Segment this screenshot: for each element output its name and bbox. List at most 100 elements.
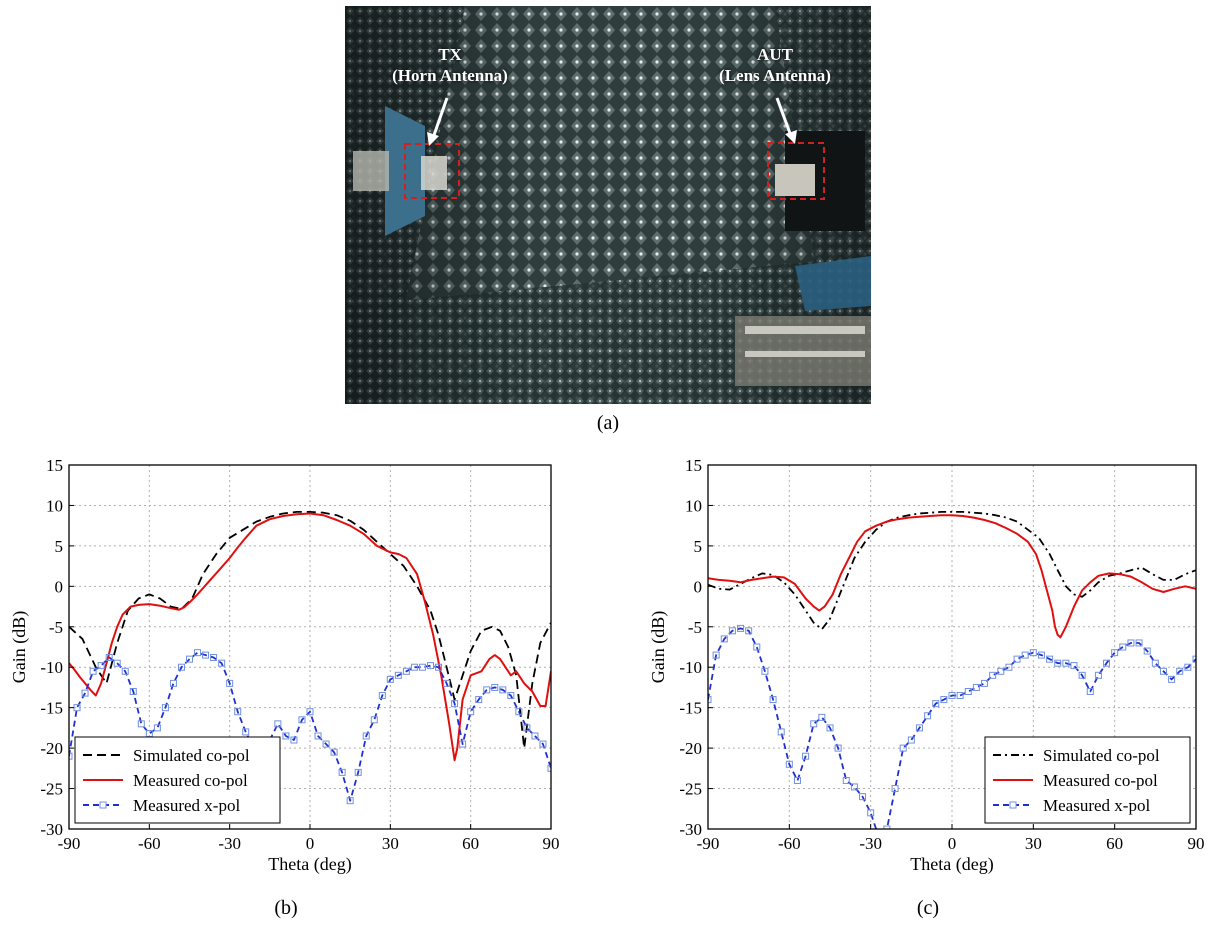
aut-highlight-box	[767, 142, 825, 200]
chart-b-series-2-point	[515, 708, 523, 716]
chart-b-xtick-label: -90	[58, 834, 81, 853]
chart-b-series-2-point	[322, 740, 330, 748]
chart-c-series-2-point	[1151, 659, 1159, 667]
chart-b-legend-marker-2	[99, 801, 107, 809]
chart-b-series-2-point	[282, 732, 290, 740]
chart-b-series-2-point	[346, 797, 354, 805]
chart-b-series-2-point	[394, 671, 402, 679]
chart-c-series-2-point	[1119, 643, 1127, 651]
chart-c-xtick-label: 90	[1188, 834, 1205, 853]
chart-c-series-2-point	[972, 683, 980, 691]
chart-b-series-2-point	[330, 748, 338, 756]
chart-b-series-2-point	[242, 728, 250, 736]
aut-label: AUT (Lens Antenna)	[700, 44, 850, 86]
chart-c-series-2-point	[1070, 662, 1078, 670]
chart-b-series-2-point	[274, 720, 282, 728]
tx-label: TX (Horn Antenna)	[385, 44, 515, 86]
chamber-photo-illustration	[345, 6, 871, 404]
chart-c-series-2-point	[777, 728, 785, 736]
chart-c-series-2-point	[1168, 675, 1176, 683]
chart-b-legend-label-1: Measured co-pol	[133, 771, 248, 790]
chart-c-series-2-point	[1013, 655, 1021, 663]
chart-c-series-2-point	[1029, 649, 1037, 657]
chart-b-series-2-point	[105, 654, 113, 662]
chart-b-series-2-point	[338, 768, 346, 776]
tx-label-line1: TX	[438, 45, 462, 64]
chart-c-ytick-label: -5	[688, 618, 702, 637]
chart-b-series-2-point	[73, 704, 81, 712]
chart-b-series-2-point	[218, 659, 226, 667]
chart-b-ytick-label: 10	[46, 496, 63, 515]
chart-c-series-2-point	[989, 671, 997, 679]
chart-c-series-2-point	[907, 736, 915, 744]
chart-c-series-2-point	[1159, 667, 1167, 675]
chart-c-series-2-point	[859, 793, 867, 801]
chart-b-series-2-point	[443, 679, 451, 687]
chart-c-series-2-point	[997, 667, 1005, 675]
chart-c-series-2-point	[915, 724, 923, 732]
chart-b-series-2-point	[410, 663, 418, 671]
chart-c: -90 -60 -30 0 30 60 90 -30 -25 -20 -15 -10 -5 0 5 10 15 T…	[648, 456, 1205, 875]
chart-c-series-2-point	[834, 744, 842, 752]
chart-b-legend: Simulated co-pol Measured co-pol Measured …	[74, 736, 281, 824]
chart-c-series-2-point	[810, 720, 818, 728]
chart-c-series-2-point	[891, 785, 899, 793]
chart-b-series-2-point	[499, 686, 507, 694]
chart-b-series-1-line	[69, 512, 551, 762]
chart-c-ytick-label: 0	[694, 577, 703, 596]
chart-c-legend-label-1: Measured co-pol	[1043, 771, 1158, 790]
chart-b-series-2-point	[483, 686, 491, 694]
horn-absorber-panel	[385, 106, 425, 236]
chart-b-series-2-point	[69, 752, 73, 760]
chart-c-ytick-label: -20	[679, 739, 702, 758]
chart-b-ylabel: Gain (dB)	[9, 611, 30, 683]
anechoic-chamber-photo: TX (Horn Antenna) AUT (Lens Antenna)	[345, 6, 871, 404]
chart-b-series-2-point	[547, 764, 551, 772]
chart-c-xlabel: Theta (deg)	[910, 854, 993, 875]
lens-antenna	[775, 164, 815, 196]
chart-c-xtick-label: -30	[859, 834, 882, 853]
chart-c-series-2-point	[1135, 639, 1143, 647]
chart-c-legend: Simulated co-pol Measured co-pol Measured …	[984, 736, 1191, 824]
chart-b-ytick-label: 15	[46, 456, 63, 475]
chart-c-series-2-point	[1078, 671, 1086, 679]
chart-c-series-2-point	[793, 776, 801, 784]
chart-c-series-2-point	[867, 809, 875, 817]
horn-mount	[353, 151, 389, 191]
chart-c-series-2-point	[1143, 647, 1151, 655]
chart-c-series-2-point	[981, 679, 989, 687]
chart-b-series-2-point	[161, 704, 169, 712]
chart-c-series-2-point	[769, 696, 777, 704]
chart-c-series-2-point	[818, 713, 826, 721]
chart-c-series-0-line	[708, 511, 1196, 631]
chart-c-ytick-label: -10	[679, 658, 702, 677]
chart-b-series-2-point	[435, 663, 443, 671]
chart-b-ytick-label: 0	[55, 577, 64, 596]
caption-c: (c)	[916, 897, 940, 919]
chart-b-series-2-point	[210, 654, 218, 662]
chart-c-series-2-point	[1111, 649, 1119, 657]
chart-c-series-2-point	[1192, 655, 1196, 663]
chart-c-series-2-point	[1103, 659, 1111, 667]
chart-b-series-2-point	[427, 662, 434, 670]
chart-b-series-2-point	[202, 651, 210, 659]
chart-b-xtick-label: 0	[306, 834, 315, 853]
chart-c-legend-label-2: Measured x-pol	[1043, 796, 1150, 815]
chart-b-series-2-point	[402, 667, 410, 675]
chart-b-series-2-point	[194, 649, 202, 657]
chart-b-ytick-label: -15	[40, 699, 63, 718]
chart-b-series-2-point	[378, 692, 386, 700]
chart-b-xlabel: Theta (deg)	[268, 854, 351, 875]
chart-b-series-2-point	[306, 708, 314, 716]
chart-c-series-2-point	[956, 692, 964, 700]
chart-b-series-2-point	[177, 663, 185, 671]
chart-b-xtick-label: 60	[462, 834, 479, 853]
caption-a: (a)	[596, 412, 620, 434]
chart-b-series-2-point	[97, 662, 105, 670]
chart-b-series-2-point	[113, 659, 121, 667]
aut-label-line2: (Lens Antenna)	[719, 66, 831, 85]
chart-c-series-2-point	[802, 752, 810, 760]
chart-c-ytick-label: 15	[685, 456, 702, 475]
chart-c-series-2-point	[737, 624, 745, 632]
chart-b-ytick-label: -20	[40, 739, 63, 758]
